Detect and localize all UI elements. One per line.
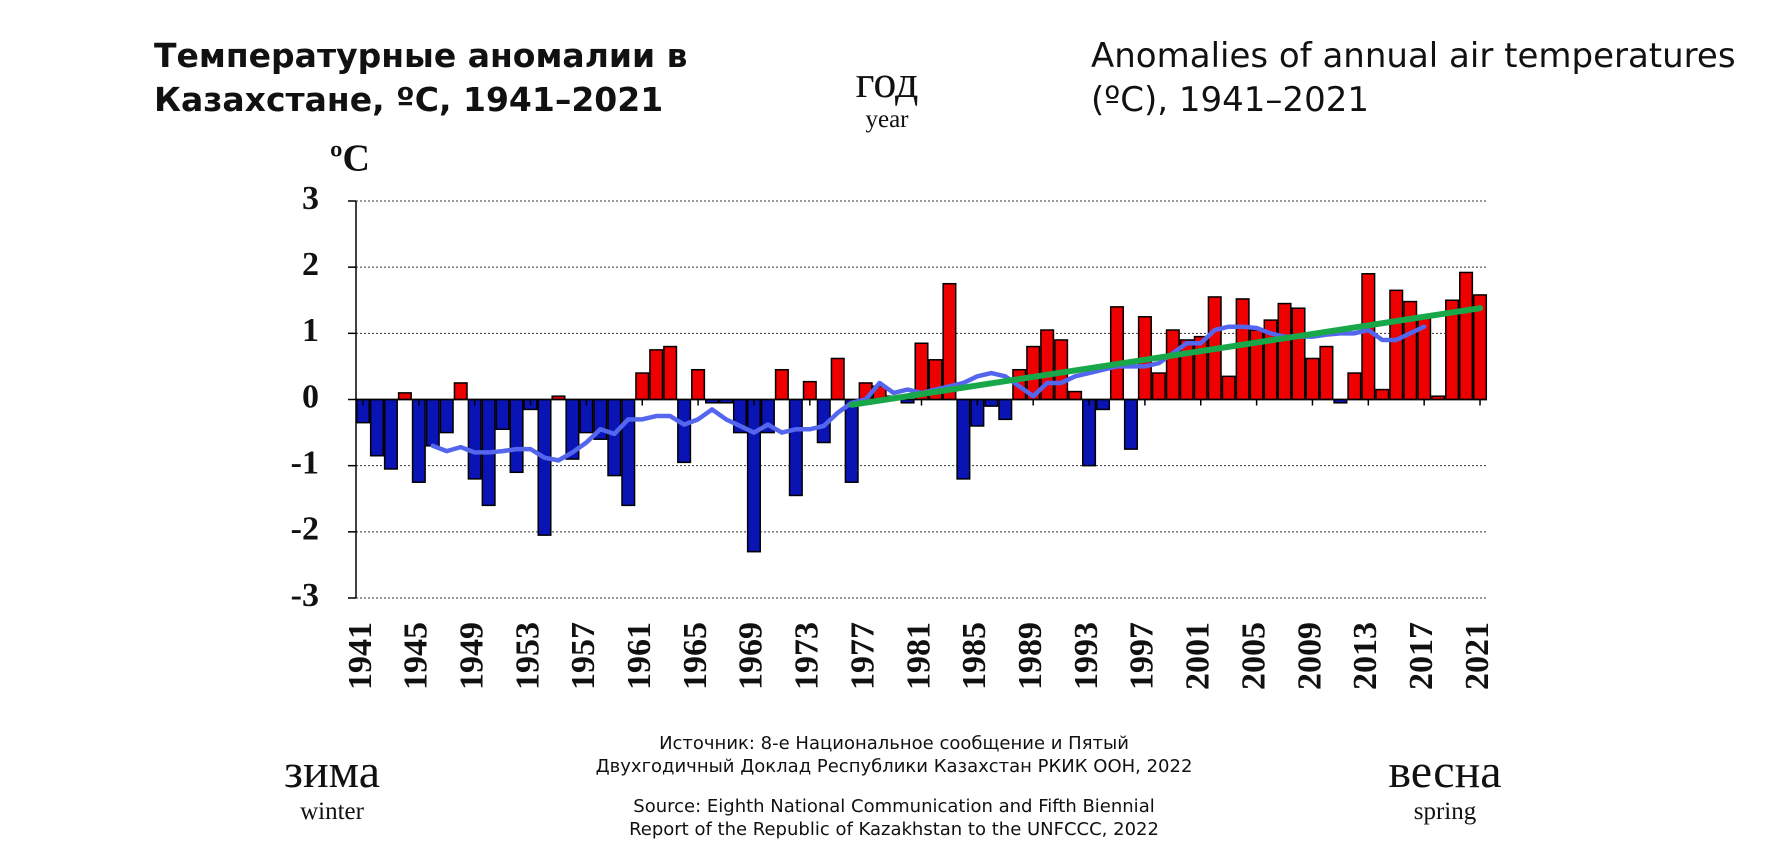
next-season-ru: весна (1388, 745, 1502, 798)
x-tick-label: 2021 (1459, 622, 1496, 690)
source-line: Report of the Republic of Kazakhstan to … (629, 819, 1159, 840)
bar (984, 398, 999, 407)
bar (1193, 335, 1208, 401)
bar (411, 398, 426, 483)
x-tick-label: 1949 (453, 622, 490, 690)
source-ru: Источник: 8-е Национальное сообщение и П… (544, 732, 1244, 778)
x-tick-label: 1985 (956, 622, 993, 690)
bar (467, 398, 482, 480)
bar (607, 398, 622, 477)
bar (677, 398, 692, 464)
bar (439, 398, 454, 434)
y-tick-label: -3 (291, 577, 319, 614)
y-tick-label: 2 (302, 246, 319, 283)
bar (1123, 398, 1138, 450)
season-en: year (865, 106, 909, 133)
bar (621, 398, 636, 507)
x-tick-label: 2005 (1235, 622, 1272, 690)
bar (1389, 289, 1404, 401)
bar (1068, 390, 1083, 401)
bar (942, 282, 957, 401)
source-line: Source: Eighth National Communication an… (633, 796, 1155, 817)
x-tick-label: 1969 (733, 622, 770, 690)
bar (788, 398, 803, 497)
bar (802, 380, 817, 401)
x-tick-label: 1993 (1068, 622, 1105, 690)
bar (1109, 306, 1125, 401)
bar (1375, 388, 1390, 401)
prev-season-en: winter (300, 798, 364, 825)
bar (1319, 345, 1334, 401)
x-tick-label: 1973 (789, 622, 826, 690)
source-line: Двухгодичный Доклад Республики Казахстан… (595, 756, 1193, 777)
bar (509, 398, 524, 474)
bar (495, 398, 510, 431)
bar (1277, 302, 1292, 401)
y-axis-label: ºC (330, 138, 370, 180)
x-tick-label: 1981 (900, 622, 937, 690)
bar (1347, 372, 1362, 401)
bar (663, 345, 678, 401)
y-tick-label: 1 (302, 312, 319, 349)
line-series (848, 305, 1484, 408)
title-ru: Температурные аномалии в Казахстане, ºC,… (154, 36, 688, 119)
bar (383, 398, 398, 470)
x-tick-label: 2017 (1403, 622, 1440, 690)
bar (537, 398, 552, 536)
prev-season-ru: зима (284, 745, 380, 798)
bar (1305, 357, 1320, 401)
x-tick-label: 1957 (565, 622, 602, 690)
bar (649, 349, 664, 401)
bar (1235, 298, 1250, 401)
next-season-en: spring (1413, 798, 1477, 825)
bar (1291, 307, 1306, 401)
season-ru: год (855, 56, 919, 107)
x-tick-label: 1997 (1124, 622, 1161, 690)
y-tick-label: 3 (302, 180, 319, 217)
bar (691, 368, 706, 401)
bar (453, 382, 468, 401)
x-tick-label: 1989 (1012, 622, 1049, 690)
bar (830, 357, 845, 401)
bar (425, 398, 440, 447)
x-tick-label: 1977 (844, 622, 881, 690)
x-tick-label: 1941 (342, 622, 379, 690)
y-tick-label: -2 (291, 511, 319, 548)
bar (397, 392, 412, 401)
bar (774, 368, 789, 401)
title-en: Anomalies of annual air temperatures (ºC… (1091, 36, 1736, 120)
bar (1459, 271, 1474, 401)
bar (1151, 372, 1166, 401)
bar (1165, 329, 1180, 401)
x-tick-label: 2009 (1291, 622, 1328, 690)
y-tick-label: 0 (302, 378, 319, 415)
bar (1361, 273, 1376, 401)
bar (1095, 398, 1111, 411)
y-tick-label: -1 (291, 444, 319, 481)
bar (746, 398, 761, 553)
x-tick-label: 2013 (1347, 622, 1384, 690)
x-tick-label: 1945 (398, 622, 435, 690)
source-en: Source: Eighth National Communication an… (544, 795, 1244, 841)
x-tick-label: 1961 (621, 622, 658, 690)
x-tick-label: 2001 (1180, 622, 1217, 690)
bar (956, 398, 971, 480)
bar (1082, 398, 1097, 467)
bar (369, 398, 384, 457)
bar (635, 372, 650, 401)
bar (998, 398, 1013, 421)
bar (1221, 375, 1236, 401)
x-tick-label: 1953 (509, 622, 546, 690)
source-line: Источник: 8-е Национальное сообщение и П… (659, 733, 1129, 754)
bar (844, 398, 859, 483)
x-tick-label: 1965 (677, 622, 714, 690)
chart: ºC 3 2 1 0 -1 -2 -3 1941 1945 1949 1953 1957 1961 196… (291, 138, 1496, 690)
